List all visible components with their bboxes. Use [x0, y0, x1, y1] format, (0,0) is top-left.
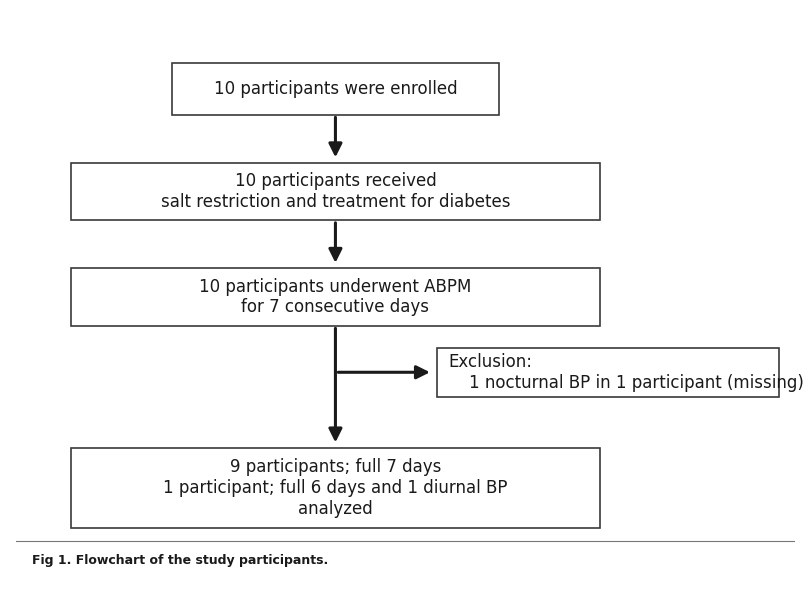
Text: 9 participants; full 7 days
1 participant; full 6 days and 1 diurnal BP
analyzed: 9 participants; full 7 days 1 participan…: [163, 458, 508, 518]
Text: 10 participants received
salt restriction and treatment for diabetes: 10 participants received salt restrictio…: [161, 172, 510, 211]
FancyBboxPatch shape: [71, 448, 600, 528]
FancyBboxPatch shape: [71, 268, 600, 326]
Text: Fig 1. Flowchart of the study participants.: Fig 1. Flowchart of the study participan…: [32, 554, 328, 567]
FancyBboxPatch shape: [172, 63, 499, 115]
FancyBboxPatch shape: [71, 163, 600, 220]
Text: Exclusion:
    1 nocturnal BP in 1 participant (missing): Exclusion: 1 nocturnal BP in 1 participa…: [448, 353, 805, 391]
FancyBboxPatch shape: [436, 348, 779, 397]
Text: 10 participants underwent ABPM
for 7 consecutive days: 10 participants underwent ABPM for 7 con…: [200, 277, 472, 317]
Text: 10 participants were enrolled: 10 participants were enrolled: [213, 80, 457, 98]
